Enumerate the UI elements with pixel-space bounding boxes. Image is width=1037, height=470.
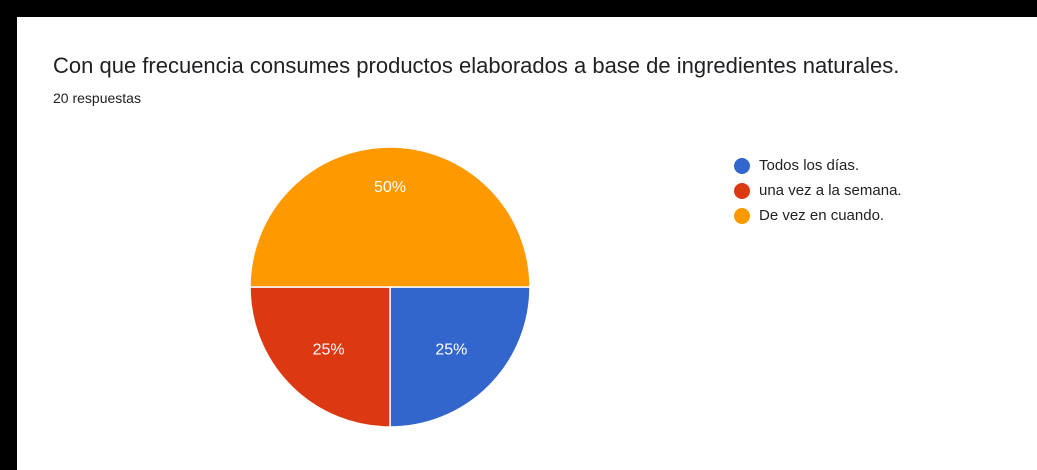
legend-label: una vez a la semana.	[759, 182, 902, 199]
legend-swatch-icon	[734, 157, 750, 174]
slice-label-todos-los-dias: 25%	[435, 341, 467, 358]
legend-label: Todos los días.	[759, 157, 860, 174]
chart-card: Con que frecuencia consumes productos el…	[17, 17, 1037, 470]
pie-chart: 25% 25% 50%	[249, 146, 531, 428]
legend-swatch-icon	[734, 182, 750, 199]
legend-item-una-vez-a-la-semana[interactable]: una vez a la semana.	[734, 178, 902, 203]
slice-label-de-vez-en-cuando: 50%	[374, 179, 406, 196]
legend-item-todos-los-dias[interactable]: Todos los días.	[734, 153, 902, 178]
response-count: 20 respuestas	[53, 90, 141, 106]
pie-slice-de-vez-en-cuando[interactable]	[249, 146, 531, 288]
legend-swatch-icon	[734, 207, 750, 224]
legend-item-de-vez-en-cuando[interactable]: De vez en cuando.	[734, 203, 902, 228]
legend-label: De vez en cuando.	[759, 207, 885, 224]
chart-legend: Todos los días. una vez a la semana. De ve…	[734, 153, 902, 228]
pie-slice-una-vez-a-la-semana[interactable]	[249, 286, 391, 428]
chart-title: Con que frecuencia consumes productos el…	[53, 53, 900, 78]
pie-slice-todos-los-dias[interactable]	[389, 286, 531, 428]
slice-label-una-vez-a-la-semana: 25%	[313, 341, 345, 358]
